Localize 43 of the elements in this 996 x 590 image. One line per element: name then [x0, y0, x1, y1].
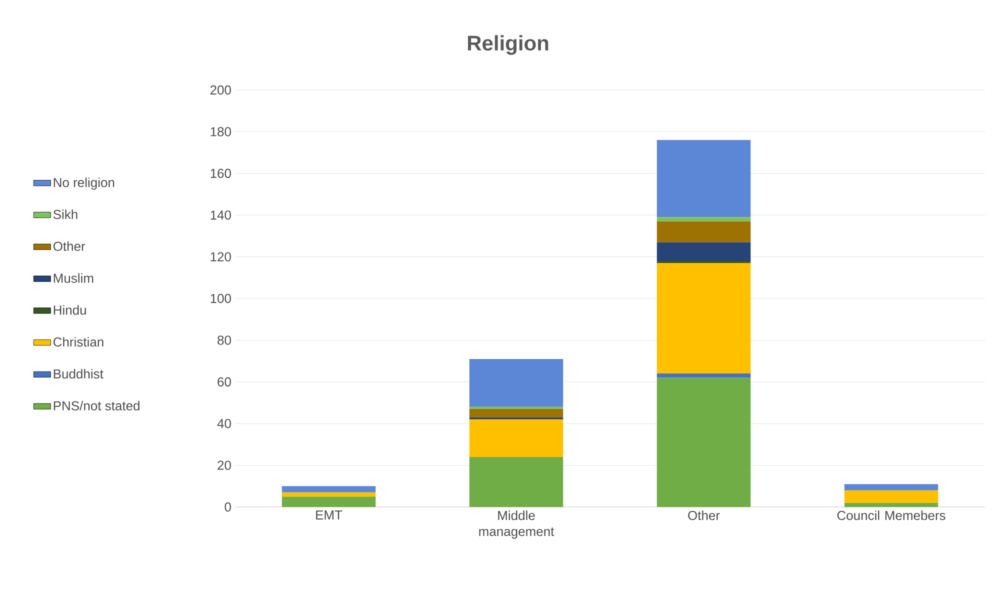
legend-label: Buddhist — [54, 368, 104, 379]
bar — [656, 221, 751, 242]
y-tick-label: 20 — [218, 460, 231, 470]
bar — [844, 490, 938, 503]
bar — [656, 263, 751, 374]
y-tick-label: 100 — [210, 294, 231, 304]
bar — [469, 358, 564, 407]
legend-label: Muslim — [54, 273, 94, 283]
y-tick-label: 140 — [210, 210, 231, 220]
y-tick-label: 200 — [210, 85, 231, 95]
chart-title: Religion — [468, 35, 548, 55]
bar — [656, 217, 751, 222]
x-tick-label: Other — [688, 510, 720, 520]
x-tick-label: Council Memebers — [837, 510, 946, 520]
legend-label: No religion — [54, 178, 114, 190]
y-tick-label: 80 — [218, 336, 231, 345]
y-tick-label: 40 — [217, 418, 231, 428]
bar — [469, 409, 564, 418]
bar — [469, 456, 564, 507]
legend-label: Sikh — [53, 209, 78, 220]
legend-label: Christian — [53, 337, 104, 347]
bar — [656, 140, 751, 218]
legend-label: Other — [53, 241, 86, 251]
y-tick-label: 160 — [210, 168, 231, 178]
bar — [656, 378, 751, 507]
bar — [656, 242, 751, 261]
bar — [469, 419, 564, 457]
bar — [282, 496, 376, 507]
bar — [282, 492, 376, 497]
bar — [844, 502, 938, 507]
y-tick-label: 180 — [210, 127, 231, 136]
legend-label: PNS/not stated — [54, 400, 140, 410]
bar — [282, 486, 376, 492]
bar — [469, 406, 564, 410]
y-tick-label: 60 — [218, 377, 231, 386]
x-tick-label: Middle management — [479, 510, 554, 539]
legend-label: Hindu — [54, 305, 86, 315]
bar — [844, 484, 938, 490]
bar — [656, 374, 751, 378]
x-tick-label: EMT — [316, 510, 342, 520]
bar — [656, 260, 751, 264]
y-tick-label: 0 — [224, 502, 231, 512]
y-tick-label: 120 — [210, 252, 231, 262]
